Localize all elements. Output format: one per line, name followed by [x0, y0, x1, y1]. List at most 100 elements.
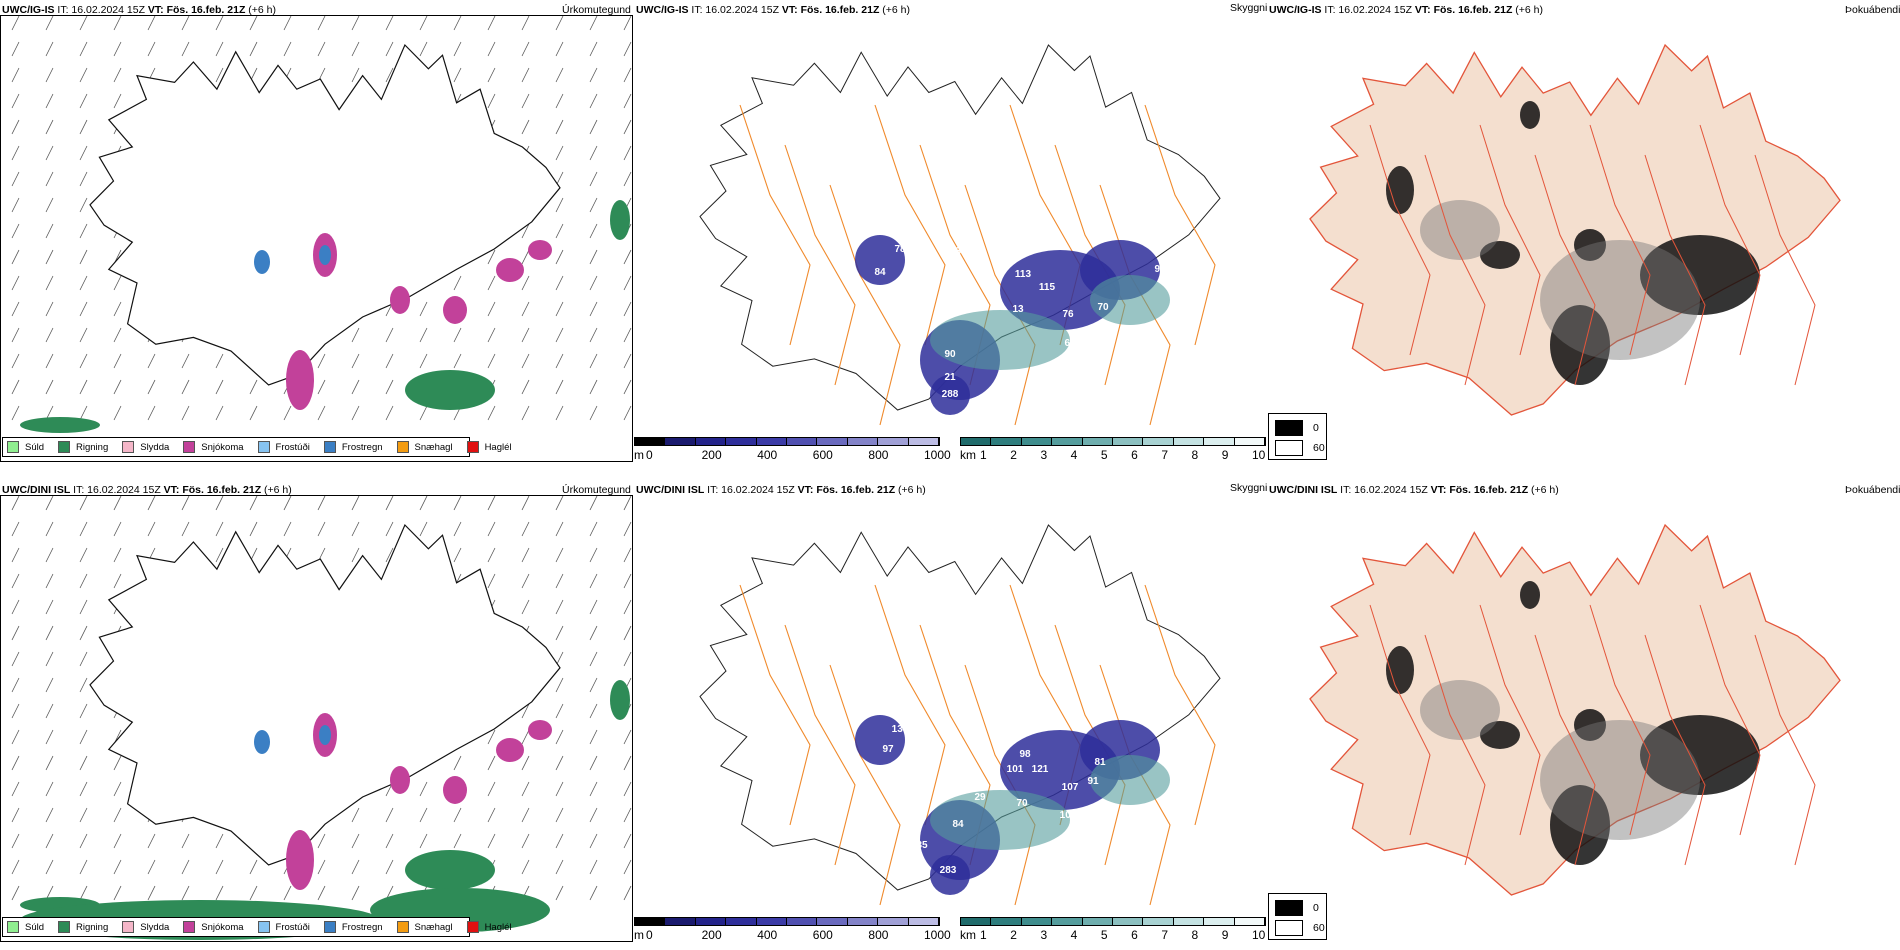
wind-barb [79, 67, 88, 83]
wind-barb [521, 495, 530, 511]
rain-area [610, 200, 630, 240]
colorbar-tick: 400 [757, 928, 778, 942]
wind-barb [283, 495, 292, 511]
legend-label: Snæhagl [414, 921, 453, 933]
wind-barb [487, 67, 496, 83]
wind-barb [419, 781, 428, 797]
wind-barb [555, 93, 564, 109]
visibility-label: 113 [1015, 269, 1032, 280]
wind-barb [521, 521, 530, 537]
fog-legend: 0 60 [1268, 413, 1327, 460]
wind-barb [147, 859, 156, 875]
moderate-visibility-area [930, 790, 1070, 850]
wind-barb [589, 353, 598, 369]
wind-barb [589, 379, 598, 395]
wind-barb [45, 781, 54, 797]
colorbar-unit: m [634, 448, 644, 462]
wind-barb [521, 755, 530, 771]
wind-barb [11, 41, 20, 57]
wind-barb [521, 833, 530, 849]
wind-barb [79, 547, 88, 563]
wind-barb [11, 93, 20, 109]
colorbar-cell [817, 918, 848, 925]
fog-legend-label: 0 [1313, 422, 1319, 434]
wind-barb [11, 405, 20, 421]
wind-barb [521, 93, 530, 109]
wind-barb [147, 885, 156, 901]
wind-barb [555, 197, 564, 213]
wind-barb [45, 93, 54, 109]
legend-label: Snæhagl [414, 441, 453, 453]
wind-barb [351, 495, 360, 511]
wind-barb [351, 521, 360, 537]
legend-label: Frostregn [341, 441, 383, 453]
wind-barb [521, 703, 530, 719]
wind-barb [555, 677, 564, 693]
iceland-outline [1309, 43, 1841, 416]
wind-barb [79, 223, 88, 239]
legend-item: Súld [7, 921, 44, 933]
wind-barb [45, 833, 54, 849]
wind-barb [589, 807, 598, 823]
wind-barb [11, 495, 20, 511]
wind-barb [113, 379, 122, 395]
wind-barb [113, 781, 122, 797]
wind-barb [147, 379, 156, 395]
row-2: UWC/DINI ISL IT: 16.02.2024 15Z VT: Fös.… [0, 480, 1900, 950]
wind-barb [181, 353, 190, 369]
wind-barb [45, 625, 54, 641]
rain-area [20, 417, 100, 433]
wind-barb [215, 15, 224, 31]
wind-barb [11, 15, 20, 31]
wind-barb [487, 495, 496, 511]
wind-barb [555, 781, 564, 797]
colorbar-cell [665, 438, 696, 445]
wind-barb [419, 327, 428, 343]
low-visibility-area [855, 235, 905, 285]
visibility-label: 101 [1007, 764, 1024, 775]
wind-barb [521, 547, 530, 563]
wind-barb [317, 15, 326, 31]
wind-barb [589, 67, 598, 83]
wind-barb [555, 41, 564, 57]
legend-swatch [323, 921, 336, 933]
wind-barb [419, 41, 428, 57]
visibility-label: 13 [1012, 304, 1024, 315]
wind-barb [79, 833, 88, 849]
colorbar-tick: 600 [812, 928, 833, 942]
wind-barb [11, 677, 20, 693]
wind-barb [385, 67, 394, 83]
wind-barb [419, 15, 428, 31]
wind-barb [147, 405, 156, 421]
wind-barb [351, 379, 360, 395]
wind-barb [181, 405, 190, 421]
wind-barb [249, 885, 258, 901]
wind-barb [589, 573, 598, 589]
wind-barb [11, 327, 20, 343]
wind-barb [555, 755, 564, 771]
colorbar-unit: m [634, 928, 644, 942]
colorbar-tick: 5 [1100, 448, 1108, 462]
colorbar-cell [1234, 918, 1266, 925]
legend-swatch [257, 921, 270, 933]
freezing-rain-area [254, 730, 270, 754]
wind-barb [45, 521, 54, 537]
legend-item: Snæhagl [396, 921, 453, 933]
wind-barb [385, 521, 394, 537]
rain-area [610, 680, 630, 720]
colorbar-tick: 10 [1252, 928, 1266, 942]
wind-barb [623, 93, 632, 109]
wind-barb [385, 379, 394, 395]
legend-swatch [122, 921, 135, 933]
wind-barb [555, 301, 564, 317]
wind-barb [215, 41, 224, 57]
colorbar-tick: 0 [646, 928, 653, 942]
wind-barb [79, 651, 88, 667]
colorbar-cells [634, 917, 940, 926]
wind-barb [79, 885, 88, 901]
wind-barb [181, 41, 190, 57]
wind-barb [45, 301, 54, 317]
colorbar-tick: 6 [1131, 928, 1138, 942]
visibility-label: 90 [944, 349, 956, 360]
wind-barb [11, 573, 20, 589]
